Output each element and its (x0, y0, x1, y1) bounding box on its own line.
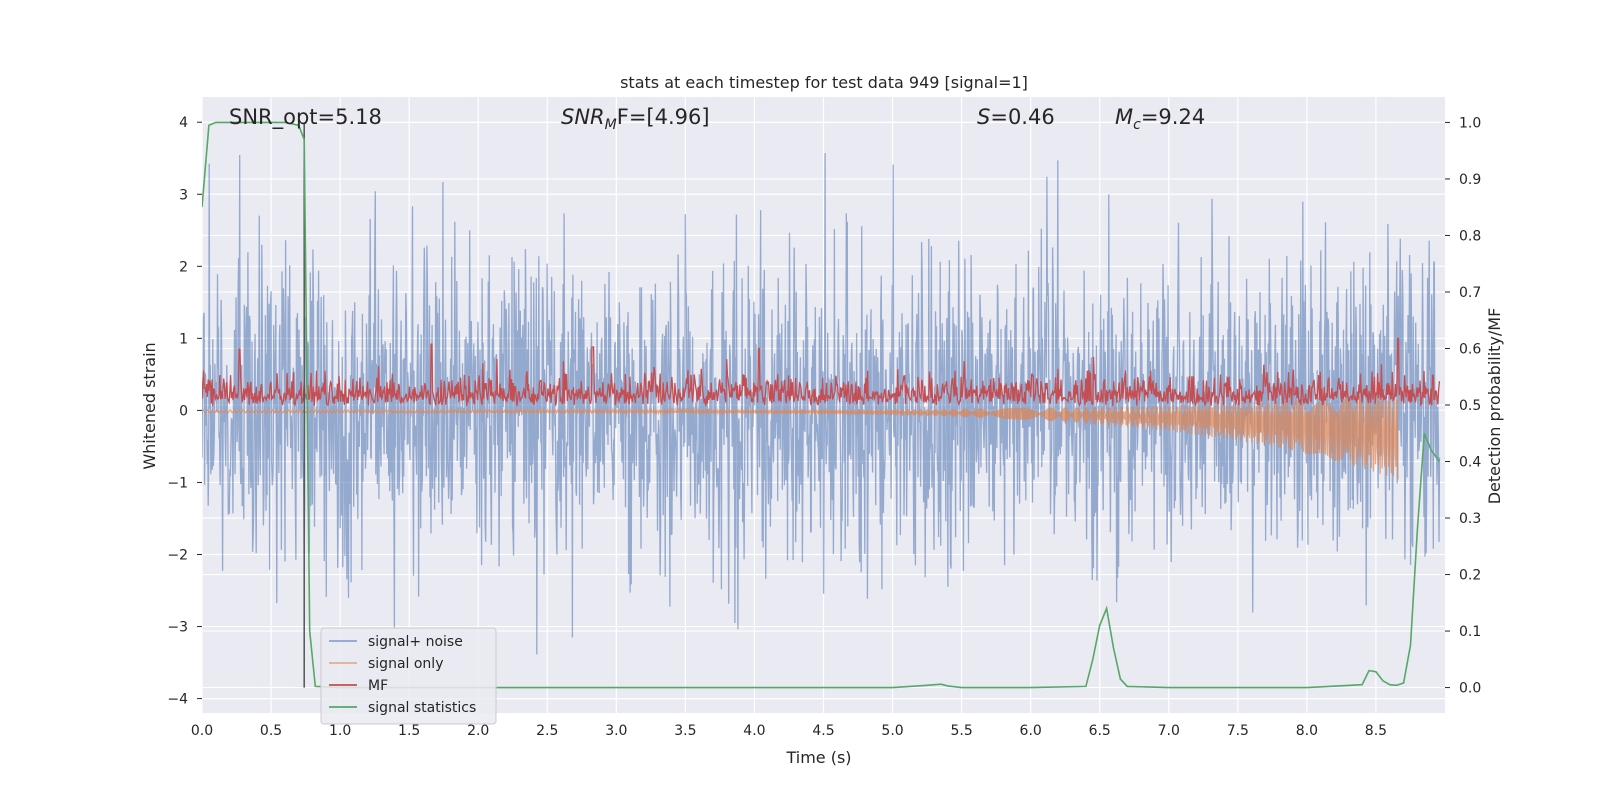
y-tick-label: −1 (167, 475, 188, 491)
legend-label: MF (368, 678, 388, 694)
x-tick-label: 2.0 (467, 723, 489, 739)
x-tick-label: 4.0 (743, 723, 765, 739)
x-tick-label: 3.5 (674, 723, 696, 739)
annotation-s: S=0.46 (977, 105, 1055, 129)
y-right-tick-label: 1.0 (1459, 115, 1481, 131)
y-axis-label: Whitened strain (140, 342, 159, 469)
x-tick-label: 4.5 (812, 723, 834, 739)
y-tick-label: 3 (179, 187, 188, 203)
x-tick-label: 2.5 (536, 723, 558, 739)
x-tick-label: 1.0 (329, 723, 351, 739)
legend-label: signal+ noise (368, 634, 463, 650)
y-tick-label: 1 (179, 331, 188, 347)
legend-box (320, 627, 497, 725)
y-tick-label: −3 (167, 620, 188, 636)
x-ticks: 0.0 0.5 1.0 1.5 2.0 2.5 3.0 3.5 4.0 4.5 5.0 5.5 6.0 6… (191, 723, 1387, 739)
annotation-mc: Mc=9.24 (1115, 105, 1205, 133)
x-tick-label: 0.5 (260, 723, 282, 739)
y-right-tick-label: 0.0 (1459, 681, 1481, 697)
y-right-tick-label: 0.6 (1459, 341, 1481, 357)
x-tick-label: 3.0 (605, 723, 627, 739)
annotation-snr-mf: SNRMF=[4.96] (561, 105, 710, 133)
y-tick-label: −4 (167, 692, 188, 708)
legend-label: signal statistics (368, 700, 476, 716)
legend-label: signal only (368, 656, 443, 672)
y-ticks-right: 1.0 0.9 0.8 0.7 0.6 0.5 0.4 0.3 0.2 0.1 0.0 (1445, 115, 1481, 697)
y-right-tick-label: 0.7 (1459, 285, 1481, 301)
y-tick-label: 4 (179, 115, 188, 131)
annotations: SNR_opt=5.18 SNRMF=[4.96] S=0.46 Mc=9.24 (229, 105, 1205, 133)
y-ticks: 4 3 2 1 0 −1 −2 −3 −4 (167, 115, 202, 708)
y-right-tick-label: 0.3 (1459, 511, 1481, 527)
y-right-tick-label: 0.8 (1459, 228, 1481, 244)
x-tick-label: 7.0 (1158, 723, 1180, 739)
y-tick-label: 0 (179, 403, 188, 419)
x-axis-label: Time (s) (785, 748, 851, 767)
annotation-snr-opt: SNR_opt=5.18 (229, 105, 382, 130)
x-tick-label: 5.5 (950, 723, 972, 739)
x-tick-label: 8.5 (1365, 723, 1387, 739)
x-tick-label: 5.0 (881, 723, 903, 739)
legend: signal+ noise signal only MF signal statist… (320, 627, 497, 725)
series-signal-noise (202, 152, 1441, 655)
y-right-tick-label: 0.5 (1459, 398, 1481, 414)
y-tick-label: 2 (179, 259, 188, 275)
y-tick-label: −2 (167, 547, 188, 563)
y-axis-label-right: Detection probability/MF (1485, 308, 1504, 505)
y-right-tick-label: 0.9 (1459, 172, 1481, 188)
x-tick-label: 7.5 (1227, 723, 1249, 739)
series-signal-statistics (202, 121, 1441, 689)
y-right-tick-label: 0.4 (1459, 455, 1481, 471)
chart-title: stats at each timestep for test data 949… (620, 73, 1028, 92)
x-tick-label: 8.0 (1296, 723, 1318, 739)
series-signal-only (202, 394, 1399, 480)
x-tick-label: 0.0 (191, 723, 213, 739)
x-tick-label: 1.5 (398, 723, 420, 739)
y-right-tick-label: 0.1 (1459, 624, 1481, 640)
series-layer (202, 121, 1441, 689)
x-tick-label: 6.5 (1089, 723, 1111, 739)
x-tick-label: 6.0 (1020, 723, 1042, 739)
y-right-tick-label: 0.2 (1459, 568, 1481, 584)
series-mf (202, 337, 1441, 407)
